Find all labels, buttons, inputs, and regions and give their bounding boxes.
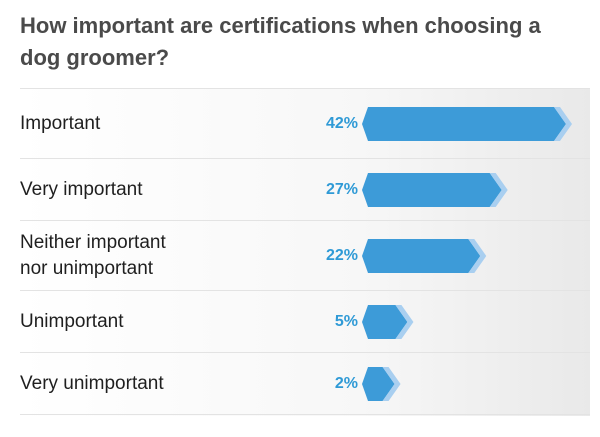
- category-label: Very important: [20, 178, 143, 200]
- bar-row: Important 42%: [20, 89, 590, 159]
- bar-body: [362, 366, 395, 401]
- percent-label: 42%: [325, 114, 358, 132]
- bar-tip: [395, 304, 414, 339]
- bar-body: [362, 172, 502, 207]
- bar-row: Very unimportant 2%: [20, 353, 590, 415]
- category-label: Important: [20, 112, 101, 134]
- bar: [362, 172, 508, 207]
- bar: [362, 366, 401, 401]
- percent-label: 2%: [334, 374, 358, 392]
- bar-row: Neither important nor unimportant 22%: [20, 221, 590, 291]
- bar: [362, 304, 414, 339]
- bar-body: [362, 106, 566, 141]
- percent-label: 22%: [325, 246, 358, 264]
- bar: [362, 106, 572, 141]
- bar-tip: [468, 238, 487, 273]
- bar-row: Very important 27%: [20, 159, 590, 221]
- bar-tip: [554, 106, 572, 141]
- bar-body: [362, 238, 481, 273]
- category-label: Unimportant: [20, 310, 124, 332]
- percent-label: 27%: [325, 180, 358, 198]
- bar-tip: [382, 366, 401, 401]
- category-label: Neither important nor unimportant: [20, 231, 166, 279]
- bar: [362, 238, 487, 273]
- bar-tip: [489, 172, 508, 207]
- percent-label: 5%: [334, 312, 358, 330]
- chart-title: How important are certifications when ch…: [20, 13, 541, 70]
- bar-row: Unimportant 5%: [20, 291, 590, 353]
- category-label: Very unimportant: [20, 372, 164, 394]
- bar-chart: Important 42% Very important 27% Neither imp…: [20, 88, 590, 416]
- bar-body: [362, 304, 408, 339]
